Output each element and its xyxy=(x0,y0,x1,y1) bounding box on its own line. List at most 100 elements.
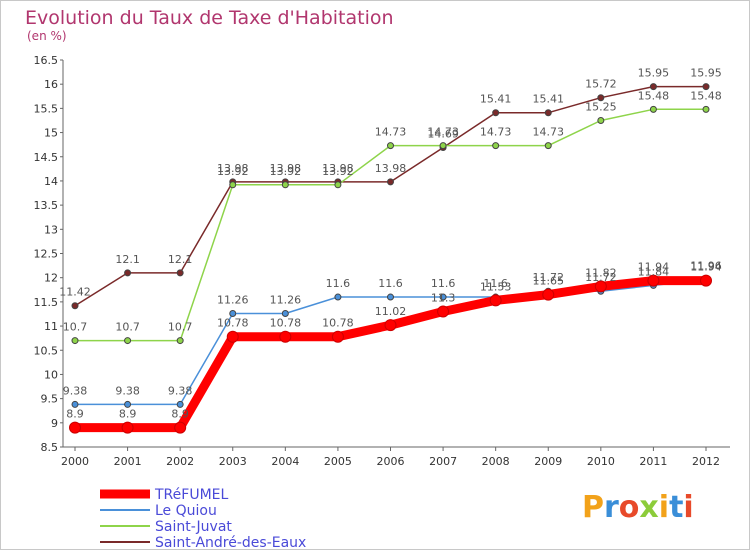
data-point xyxy=(542,288,555,301)
logo-letter: x xyxy=(639,490,658,525)
data-label: 11.6 xyxy=(378,277,403,290)
logo-letter: r xyxy=(604,490,619,525)
data-label: 11.94 xyxy=(690,261,722,274)
y-tick-label: 16 xyxy=(44,78,58,91)
data-point xyxy=(594,280,607,293)
data-label: 13.98 xyxy=(375,162,407,175)
data-point xyxy=(176,269,184,277)
logo-letter: i xyxy=(659,490,669,525)
data-point xyxy=(387,293,394,301)
data-label: 12.1 xyxy=(168,253,193,266)
data-label: 14.73 xyxy=(480,126,512,139)
data-label: 13.98 xyxy=(322,162,354,175)
data-label: 9.38 xyxy=(168,384,193,397)
data-point xyxy=(334,293,342,301)
data-point xyxy=(229,309,237,317)
data-label: 15.25 xyxy=(585,100,617,113)
data-point xyxy=(281,181,289,189)
legend-label: TRéFUMEL xyxy=(154,487,228,503)
y-tick-label: 11.5 xyxy=(34,296,59,309)
data-label: 9.38 xyxy=(63,384,88,397)
data-label: 11.72 xyxy=(585,271,617,284)
data-point xyxy=(279,330,292,343)
data-label: 11.6 xyxy=(431,277,456,290)
data-point xyxy=(121,421,134,434)
data-point xyxy=(331,330,344,343)
data-label: 14.73 xyxy=(427,126,459,139)
y-tick-label: 10.5 xyxy=(34,344,59,357)
data-point xyxy=(489,294,502,307)
x-tick-label: 2010 xyxy=(587,455,615,468)
y-tick-label: 9.5 xyxy=(41,393,59,406)
data-point xyxy=(176,400,184,408)
data-label: 8.9 xyxy=(171,408,189,421)
data-label: 14.69 xyxy=(427,128,459,141)
data-point xyxy=(702,83,710,91)
data-point xyxy=(334,181,342,189)
logo-letter: o xyxy=(619,490,640,525)
data-label: 11.84 xyxy=(638,265,670,278)
logo-letter: i xyxy=(683,490,693,525)
data-label: 11.3 xyxy=(431,292,456,305)
y-tick-label: 14.5 xyxy=(34,151,59,164)
legend-label: Le Quiou xyxy=(155,503,217,519)
data-point xyxy=(649,83,657,91)
x-tick-label: 2007 xyxy=(429,455,457,468)
data-point xyxy=(702,105,710,113)
logo-letter: P xyxy=(582,490,604,525)
data-point xyxy=(229,181,237,189)
data-label: 14.73 xyxy=(533,126,565,139)
data-point xyxy=(492,142,500,150)
x-tick-label: 2003 xyxy=(219,455,247,468)
data-point xyxy=(439,293,447,301)
data-label: 11.6 xyxy=(326,277,351,290)
data-point xyxy=(647,274,660,287)
y-tick-label: 13 xyxy=(44,223,58,236)
data-point xyxy=(597,94,605,102)
data-point xyxy=(384,319,397,332)
data-point xyxy=(597,116,605,124)
data-point xyxy=(124,269,132,277)
data-label: 13.98 xyxy=(217,162,249,175)
data-point xyxy=(387,142,394,150)
data-label: 11.02 xyxy=(375,305,407,318)
y-tick-label: 9 xyxy=(51,417,58,430)
data-label: 12.1 xyxy=(115,253,140,266)
y-tick-label: 8.5 xyxy=(41,441,59,454)
x-tick-label: 2002 xyxy=(166,455,194,468)
data-point xyxy=(437,305,450,318)
data-label: 9.38 xyxy=(115,384,140,397)
data-label: 13.92 xyxy=(270,165,302,178)
data-label: 11.96 xyxy=(690,260,722,273)
data-point xyxy=(226,330,239,343)
x-tick-label: 2006 xyxy=(377,455,405,468)
y-tick-label: 14 xyxy=(44,175,58,188)
y-tick-label: 15.5 xyxy=(34,102,59,115)
data-label: 10.78 xyxy=(217,317,249,330)
data-label: 11.26 xyxy=(217,293,249,306)
data-point xyxy=(174,421,187,434)
y-tick-label: 12 xyxy=(44,272,58,285)
data-point xyxy=(544,142,552,150)
data-point xyxy=(387,178,394,186)
data-label: 11.26 xyxy=(270,293,302,306)
data-label: 10.7 xyxy=(168,321,193,334)
data-label: 8.9 xyxy=(119,408,137,421)
data-label: 11.42 xyxy=(59,286,91,299)
data-point xyxy=(71,302,79,310)
proxiti-logo: Proxiti xyxy=(582,490,694,525)
svg-text:Proxiti: Proxiti xyxy=(582,490,694,525)
chart-subtitle: (en %) xyxy=(27,29,67,43)
data-label: 10.7 xyxy=(63,321,88,334)
data-label: 13.98 xyxy=(270,162,302,175)
data-label: 11.6 xyxy=(483,277,508,290)
data-label: 15.48 xyxy=(690,89,722,102)
data-label: 13.92 xyxy=(322,165,354,178)
data-point xyxy=(176,337,184,345)
data-label: 15.48 xyxy=(638,89,670,102)
chart-title: Evolution du Taux de Taxe d'Habitation xyxy=(25,7,394,29)
data-point xyxy=(71,337,79,345)
data-label: 14.73 xyxy=(375,126,407,139)
data-point xyxy=(649,105,657,113)
